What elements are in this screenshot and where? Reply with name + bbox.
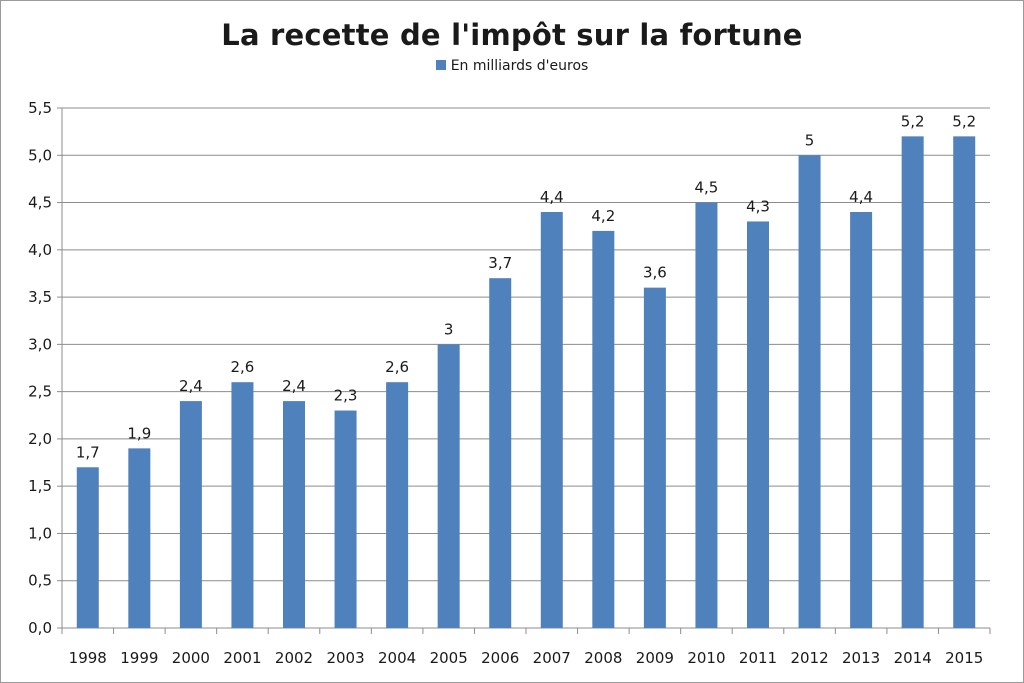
y-tick-label: 5,5 <box>28 99 52 117</box>
y-tick-label: 3,5 <box>28 288 52 306</box>
data-label: 3,7 <box>488 254 512 272</box>
bar <box>592 230 615 628</box>
y-tick-label: 4,0 <box>28 241 52 259</box>
data-label: 5,2 <box>952 112 976 130</box>
data-label: 1,9 <box>127 424 151 442</box>
axes: 0,0 0,5 1,0 1,5 2,0 2,5 3,0 3,5 4,0 4,5 5,0 5,5 1998… <box>28 99 991 667</box>
legend-label: En milliards d'euros <box>450 58 589 74</box>
bar <box>747 221 769 629</box>
data-label: 4,2 <box>591 207 615 225</box>
bar <box>128 448 151 628</box>
legend-swatch <box>435 60 446 70</box>
y-tick-label: 3,0 <box>28 335 52 353</box>
data-label: 5 <box>805 131 815 149</box>
data-label: 2,4 <box>179 377 203 395</box>
data-label: 2,6 <box>231 358 255 376</box>
bar <box>283 401 305 628</box>
y-tick-label: 2,5 <box>28 383 52 401</box>
y-tick-label: 5,0 <box>28 146 52 164</box>
data-label: 2,4 <box>282 377 306 395</box>
x-tick-label: 2007 <box>533 649 571 667</box>
x-tick-label: 2006 <box>481 649 519 667</box>
bar <box>386 382 409 628</box>
x-tick-label: 2005 <box>430 649 468 667</box>
bar <box>850 212 873 628</box>
y-tick-label: 0,5 <box>28 572 52 590</box>
y-tick-label: 1,5 <box>28 477 52 495</box>
data-label: 1,7 <box>76 443 100 461</box>
x-tick-label: 2013 <box>842 649 880 667</box>
bar <box>179 401 202 628</box>
x-tick-label: 2008 <box>584 649 622 667</box>
data-label: 5,2 <box>901 112 925 130</box>
bars <box>76 136 976 629</box>
legend: En milliards d'euros <box>0 58 1024 74</box>
data-label: 2,6 <box>385 358 409 376</box>
y-tick-label: 0,0 <box>28 619 52 637</box>
y-tick-label: 1,0 <box>28 524 52 542</box>
data-labels: 1,7 1,9 2,4 2,6 2,4 2,3 2,6 3 3,7 4,4 4,2 3,6 4,5 4,3… <box>76 112 976 461</box>
x-tick-label: 2009 <box>636 649 674 667</box>
data-label: 3 <box>444 320 454 338</box>
bar <box>540 212 563 628</box>
x-tick-label: 2001 <box>223 649 261 667</box>
data-label: 2,3 <box>334 387 358 405</box>
x-tick-label: 1998 <box>69 649 107 667</box>
data-label: 3,6 <box>643 264 667 282</box>
x-tick-label: 1999 <box>120 649 158 667</box>
data-label: 4,5 <box>695 179 719 197</box>
data-label: 4,4 <box>849 188 873 206</box>
y-tick-label: 4,5 <box>28 194 52 212</box>
bar <box>643 287 666 628</box>
x-tick-label: 2003 <box>326 649 364 667</box>
bar <box>695 202 718 628</box>
x-tick-label: 2000 <box>172 649 210 667</box>
bar <box>334 410 357 628</box>
bar <box>798 155 821 629</box>
x-tick-label: 2004 <box>378 649 416 667</box>
bar <box>489 278 512 628</box>
x-tick-label: 2015 <box>945 649 983 667</box>
data-label: 4,4 <box>540 188 564 206</box>
bar <box>76 467 99 628</box>
y-tick-label: 2,0 <box>28 430 52 448</box>
bar <box>901 136 924 628</box>
x-tick-label: 2011 <box>739 649 777 667</box>
x-tick-label: 2012 <box>790 649 828 667</box>
bar <box>437 344 460 628</box>
data-label: 4,3 <box>746 197 770 215</box>
x-tick-label: 2010 <box>687 649 725 667</box>
bar <box>953 136 976 628</box>
bar <box>231 382 254 628</box>
chart-title: La recette de l'impôt sur la fortune <box>221 18 803 52</box>
x-tick-label: 2002 <box>275 649 313 667</box>
x-tick-label: 2014 <box>894 649 932 667</box>
